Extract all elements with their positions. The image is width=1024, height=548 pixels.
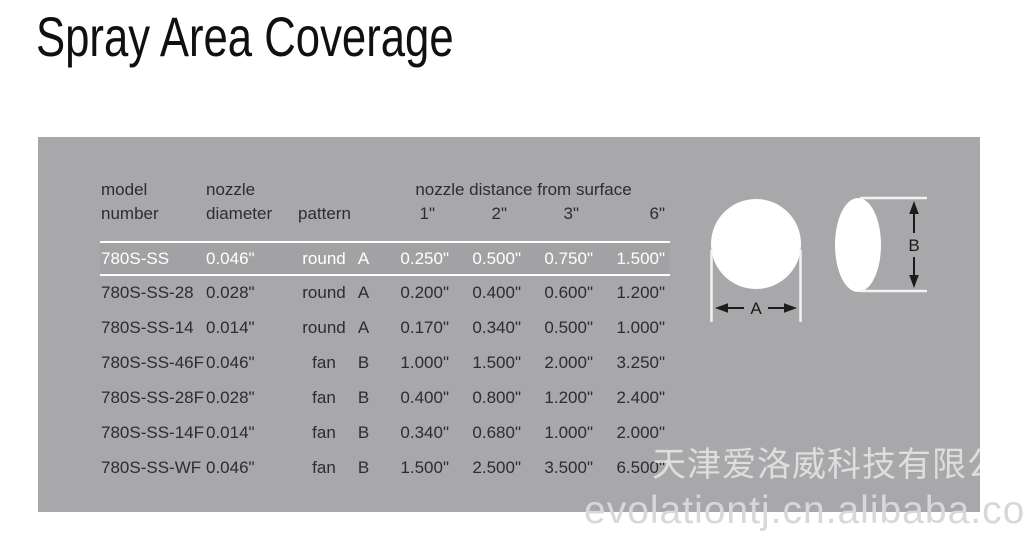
table-row: 780S-SS-14F 0.014" fan B 0.340" 0.680" 1… bbox=[100, 415, 670, 450]
cell-pattern: round bbox=[298, 241, 350, 276]
cell-d1: 1.500" bbox=[400, 457, 449, 477]
cell-type: B bbox=[357, 387, 370, 407]
cell-model: 780S-SS-WF bbox=[101, 457, 202, 477]
cell-d2: 0.400" bbox=[472, 283, 521, 302]
header-nozzle-line1: nozzle bbox=[206, 180, 256, 199]
cell-type: B bbox=[357, 457, 370, 477]
cell-type: B bbox=[357, 352, 370, 372]
cell-pattern: fan bbox=[312, 352, 336, 372]
cell-d1: 0.340" bbox=[400, 422, 449, 442]
cell-model: 780S-SS-14 bbox=[101, 317, 194, 337]
cell-d2: 2.500" bbox=[472, 457, 521, 477]
spray-coverage-table: model nozzle nozzle distance from surfac… bbox=[100, 170, 671, 485]
table-row: 780S-SS-14 0.014" round A 0.170" 0.340" … bbox=[100, 310, 670, 345]
cell-type: A bbox=[357, 283, 370, 302]
fan-spray-shape bbox=[835, 198, 881, 292]
table-row: 780S-SS 0.046" round A 0.250" 0.500" 0.7… bbox=[100, 241, 671, 276]
cell-diameter: 0.014" bbox=[206, 422, 255, 442]
dimension-arrow-a: A bbox=[715, 299, 797, 318]
table-row: 780S-SS-46F 0.046" fan B 1.000" 1.500" 2… bbox=[100, 345, 670, 380]
table-row: 780S-SS-WF 0.046" fan B 1.500" 2.500" 3.… bbox=[100, 450, 670, 485]
cell-d2: 0.500" bbox=[449, 241, 521, 276]
table-header: model nozzle nozzle distance from surfac… bbox=[100, 170, 670, 242]
cell-diameter: 0.046" bbox=[205, 241, 298, 276]
cell-model: 780S-SS-28 bbox=[101, 283, 194, 302]
cell-diameter: 0.046" bbox=[206, 352, 255, 372]
header-pattern: pattern bbox=[298, 204, 351, 223]
cell-type: A bbox=[357, 317, 370, 337]
cell-pattern: fan bbox=[312, 422, 336, 442]
page-title: Spray Area Coverage bbox=[36, 5, 454, 68]
cell-model: 780S-SS-28F bbox=[101, 387, 204, 407]
cell-d3: 0.750" bbox=[521, 241, 593, 276]
cell-d1: 0.400" bbox=[400, 387, 449, 407]
cell-model: 780S-SS-14F bbox=[101, 422, 204, 442]
cell-d4: 2.000" bbox=[616, 422, 666, 442]
cell-pattern: round bbox=[302, 317, 346, 337]
header-distance-2: 2" bbox=[491, 204, 508, 223]
cell-diameter: 0.028" bbox=[206, 283, 255, 302]
spray-pattern-diagram: A B bbox=[710, 196, 927, 322]
height-dimension-label: B bbox=[908, 236, 919, 255]
cell-d3: 1.200" bbox=[544, 387, 593, 407]
cell-d3: 3.500" bbox=[544, 457, 593, 477]
cell-model: 780S-SS-46F bbox=[101, 352, 204, 372]
cell-d4: 3.250" bbox=[616, 352, 666, 372]
width-dimension-label: A bbox=[750, 299, 762, 318]
header-model-line1: model bbox=[101, 180, 148, 199]
header-distance-1: 1" bbox=[419, 204, 436, 223]
cell-d4: 1.000" bbox=[616, 317, 666, 337]
cell-d4: 2.400" bbox=[616, 387, 666, 407]
header-distance-3: 3" bbox=[563, 204, 580, 223]
table-row: 780S-SS-28F 0.028" fan B 0.400" 0.800" 1… bbox=[100, 380, 670, 415]
cell-d3: 2.000" bbox=[544, 352, 593, 372]
round-spray-shape bbox=[711, 199, 801, 289]
cell-d4: 6.500" bbox=[616, 457, 666, 477]
cell-d3: 0.500" bbox=[544, 317, 593, 337]
watermark-website-url: evolationtj.cn.alibaba.com bbox=[584, 489, 1024, 532]
cell-diameter: 0.014" bbox=[206, 317, 255, 337]
gray-panel bbox=[38, 137, 980, 512]
cell-model: 780S-SS bbox=[100, 241, 205, 276]
cell-d1: 1.000" bbox=[400, 352, 449, 372]
cell-pattern: round bbox=[302, 283, 346, 302]
header-distance-group: nozzle distance from surface bbox=[415, 180, 632, 199]
dimension-arrow-b: B bbox=[908, 201, 920, 288]
cell-d3: 0.600" bbox=[544, 283, 593, 302]
table-row: 780S-SS-28 0.028" round A 0.200" 0.400" … bbox=[100, 275, 670, 310]
cell-d2: 1.500" bbox=[472, 352, 521, 372]
cell-d1: 0.170" bbox=[400, 317, 449, 337]
cell-pattern: fan bbox=[312, 387, 336, 407]
watermark-company-name: 天津爱洛威科技有限公司 bbox=[652, 446, 1024, 484]
cell-d4: 1.500" bbox=[593, 241, 671, 276]
header-nozzle-line2: diameter bbox=[206, 204, 273, 223]
cell-type: A bbox=[350, 241, 377, 276]
header-distance-6: 6" bbox=[649, 204, 666, 223]
cell-d3: 1.000" bbox=[544, 422, 593, 442]
header-model-line2: number bbox=[101, 204, 159, 223]
cell-d2: 0.680" bbox=[472, 422, 521, 442]
cell-type: B bbox=[357, 422, 370, 442]
cell-diameter: 0.046" bbox=[206, 457, 255, 477]
cell-pattern: fan bbox=[312, 457, 336, 477]
cell-d2: 0.800" bbox=[472, 387, 521, 407]
cell-diameter: 0.028" bbox=[206, 387, 255, 407]
cell-d4: 1.200" bbox=[616, 283, 666, 302]
cell-d1: 0.250" bbox=[377, 241, 449, 276]
cell-d2: 0.340" bbox=[472, 317, 521, 337]
cell-d1: 0.200" bbox=[400, 283, 449, 302]
